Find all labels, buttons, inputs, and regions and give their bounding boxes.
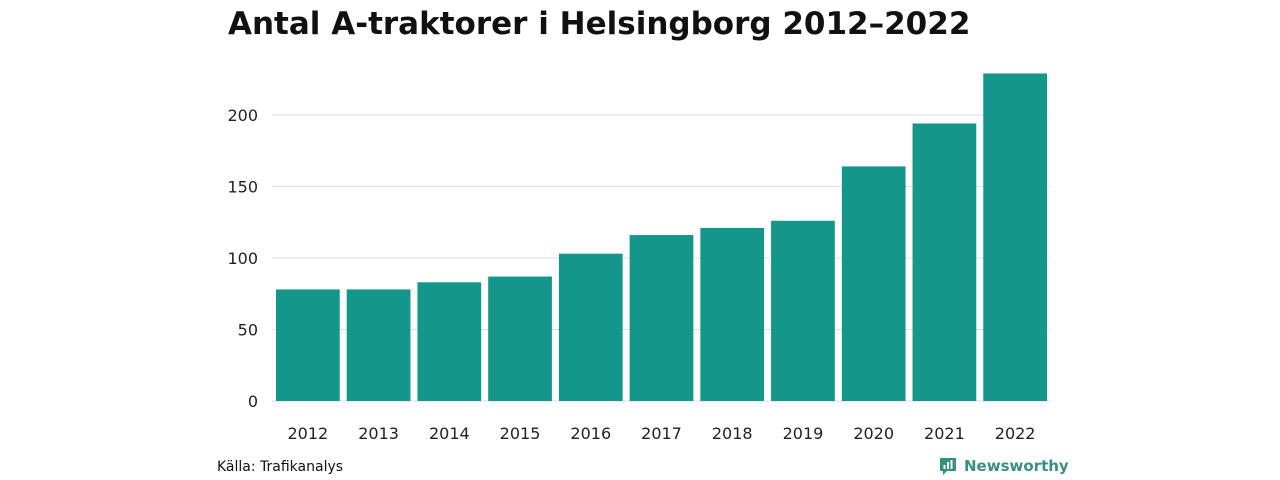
bar-2012	[276, 289, 340, 401]
bar-2019	[771, 220, 835, 401]
bar-2015	[488, 276, 552, 401]
x-axis-tick-labels: 2012 2013 2014 2015 2016 2017 2018 2019 2020 2021…	[288, 424, 1036, 443]
bar-2017	[629, 235, 694, 401]
bar-2018	[700, 227, 765, 401]
x-tick-label: 2014	[429, 424, 470, 443]
x-tick-label: 2016	[570, 424, 611, 443]
x-tick-label: 2013	[358, 424, 399, 443]
bar-2016	[558, 253, 623, 401]
bar-2021	[912, 123, 977, 401]
x-tick-label: 2012	[288, 424, 329, 443]
x-tick-label: 2017	[641, 424, 682, 443]
bars	[276, 73, 1047, 402]
x-tick-label: 2019	[783, 424, 824, 443]
x-tick-label: 2018	[712, 424, 753, 443]
chart-title: Antal A-traktorer i Helsingborg 2012–202…	[228, 6, 971, 42]
y-axis-tick-labels: 0 50 100 150 200	[227, 106, 258, 411]
bar-2013	[346, 289, 411, 401]
brand-logo: Newsworthy	[938, 456, 1069, 476]
bar-2014	[417, 282, 482, 401]
bar-2022	[983, 73, 1047, 402]
source-note: Källa: Trafikanalys	[217, 459, 344, 475]
y-tick-label: 150	[227, 177, 258, 196]
x-tick-label: 2022	[995, 424, 1036, 443]
brand-name: Newsworthy	[964, 457, 1069, 475]
y-tick-label: 100	[227, 249, 258, 268]
newsworthy-logo-icon	[940, 458, 956, 475]
y-tick-label: 50	[238, 320, 258, 339]
x-tick-label: 2020	[853, 424, 894, 443]
x-tick-label: 2021	[924, 424, 965, 443]
y-tick-label: 0	[248, 392, 258, 411]
y-tick-label: 200	[227, 106, 258, 125]
bar-2020	[841, 166, 906, 401]
x-tick-label: 2015	[500, 424, 541, 443]
